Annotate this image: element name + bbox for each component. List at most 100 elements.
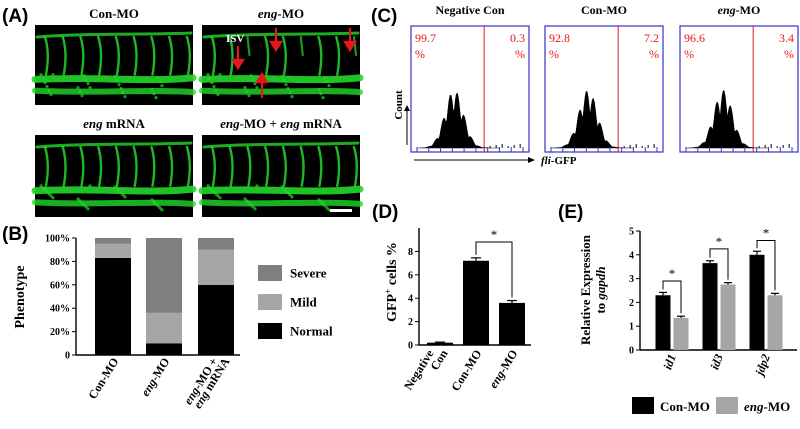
isv-label: ISV bbox=[226, 33, 244, 45]
isv bbox=[168, 35, 174, 76]
y-tick-label: 60% bbox=[50, 280, 70, 291]
vessel-plexus-dot bbox=[284, 189, 288, 193]
y-tick-label: 1 bbox=[629, 322, 634, 333]
isv bbox=[79, 35, 85, 76]
panel-e-bars: * * * bbox=[655, 226, 783, 350]
cardinal-vein bbox=[32, 199, 196, 207]
isv bbox=[264, 35, 270, 76]
isv bbox=[114, 35, 120, 76]
isv bbox=[43, 35, 49, 76]
isv bbox=[352, 145, 358, 188]
bar-id3-2 bbox=[720, 284, 736, 350]
vessel-plexus-dot bbox=[86, 82, 90, 86]
vessel-plexus-dot bbox=[247, 94, 251, 98]
significance-star: * bbox=[669, 266, 676, 281]
vessel-plexus-dot bbox=[206, 184, 210, 188]
significance-bracket bbox=[662, 280, 682, 314]
vessel-plexus-dot bbox=[117, 83, 121, 87]
bar-id3-1 bbox=[702, 263, 718, 350]
vessel-plexus-dot bbox=[156, 76, 160, 80]
vessel-plexus-dot bbox=[321, 202, 325, 206]
vessel-plexus-dot bbox=[41, 186, 45, 190]
vessel-image-2 bbox=[198, 31, 364, 100]
x-label-2: Con-MO bbox=[448, 347, 484, 393]
percent-left: 96.6 bbox=[684, 31, 705, 45]
x-label-2-rest: -MO bbox=[148, 355, 173, 383]
title-rest: -MO bbox=[736, 3, 761, 17]
vessel-plexus-dot bbox=[323, 204, 327, 208]
vessel-plexus-dot bbox=[280, 75, 284, 79]
vessel-plexus-dot bbox=[323, 76, 327, 80]
title-eng-mo-rescue: eng-MO + eng mRNA bbox=[220, 116, 342, 131]
panel-a: Con-MO eng-MO eng mRNA eng-MO + eng mRNA… bbox=[31, 6, 364, 217]
vessel-image-4 bbox=[198, 141, 364, 212]
dorsal-vessel bbox=[35, 31, 193, 39]
y-tick-label: 2 bbox=[629, 298, 634, 309]
cardinal-vein bbox=[32, 87, 196, 96]
significance-bracket bbox=[756, 240, 776, 291]
vessel-plexus-dot bbox=[317, 88, 321, 92]
vessel-plexus-dot bbox=[325, 206, 329, 210]
legend-label-con-mo: Con-MO bbox=[660, 399, 710, 414]
x-label-id1: id1 bbox=[660, 352, 678, 371]
vessel-plexus-dot bbox=[288, 91, 292, 95]
isv bbox=[185, 145, 191, 188]
title-rescue-gene-1: eng bbox=[220, 116, 240, 131]
arrow-3-head bbox=[231, 58, 245, 71]
isv bbox=[114, 145, 120, 188]
vessel-plexus-dot bbox=[121, 193, 125, 197]
isv bbox=[246, 145, 252, 188]
vessel-plexus-dot bbox=[150, 198, 154, 202]
dorsal-aorta bbox=[198, 74, 364, 84]
vessel-plexus-dot bbox=[218, 73, 222, 77]
vessel-plexus-dot bbox=[158, 80, 162, 84]
percent-right: 7.2 bbox=[644, 31, 659, 45]
panel-b-legend: Severe Mild Normal bbox=[258, 265, 333, 339]
percent-left-unit: % bbox=[415, 47, 425, 61]
y-tick-label: 40% bbox=[50, 304, 70, 315]
percent-right-unit: % bbox=[515, 47, 525, 61]
vessel-plexus-dot bbox=[325, 80, 329, 84]
vessel-plexus-dot bbox=[113, 75, 117, 79]
significance-star: * bbox=[716, 234, 723, 249]
legend-swatch-con-mo bbox=[632, 397, 654, 414]
isv bbox=[335, 35, 341, 76]
vessel-plexus-dot bbox=[80, 201, 84, 205]
vessel-plexus-dot bbox=[78, 199, 82, 203]
vessel-plexus-dot bbox=[216, 194, 220, 198]
isv-fragment bbox=[299, 35, 304, 57]
vessel-plexus-dot bbox=[243, 197, 247, 201]
title-rescue-gene-2: eng bbox=[280, 116, 300, 131]
x-label-1a: Negative bbox=[401, 347, 437, 393]
bar-jdp2-1 bbox=[749, 254, 765, 350]
vessel-plexus-dot bbox=[288, 193, 292, 197]
percent-left: 99.7 bbox=[415, 31, 436, 45]
bar-normal-3 bbox=[198, 284, 234, 355]
panel-d-ylabel: GFP+ cells % bbox=[383, 242, 400, 322]
y-tick-label: 0 bbox=[629, 346, 634, 357]
vessel-plexus-dot bbox=[243, 86, 247, 90]
vessel-plexus-dot bbox=[88, 184, 92, 188]
vessel-plexus-dot bbox=[317, 198, 321, 202]
title-con-mo: Con-MO bbox=[89, 6, 139, 21]
vessel-plexus-dot bbox=[121, 91, 125, 95]
percent-left-unit: % bbox=[684, 47, 694, 61]
y-tick-label: 0 bbox=[408, 341, 413, 352]
panel-c-plots: Negative Con99.7%0.3%Con-MO92.8%7.2%eng-… bbox=[410, 3, 799, 153]
panel-e: Relative Expression to gapdh 0 1 2 3 4 5 * ** … bbox=[578, 226, 797, 414]
count-axis-arrowhead bbox=[404, 105, 410, 111]
x-label-3-rest: -MO bbox=[496, 347, 521, 375]
isv bbox=[281, 35, 287, 76]
vessel-plexus-dot bbox=[51, 196, 55, 200]
isv bbox=[210, 35, 216, 76]
vessel-plexus-dot bbox=[247, 201, 251, 205]
vessel-plexus-dot bbox=[319, 200, 323, 204]
vessel-plexus-dot bbox=[249, 203, 253, 207]
bar-mild-1 bbox=[95, 243, 131, 258]
significance-star: * bbox=[763, 226, 770, 241]
isv bbox=[210, 145, 216, 188]
bar-2 bbox=[463, 260, 489, 345]
